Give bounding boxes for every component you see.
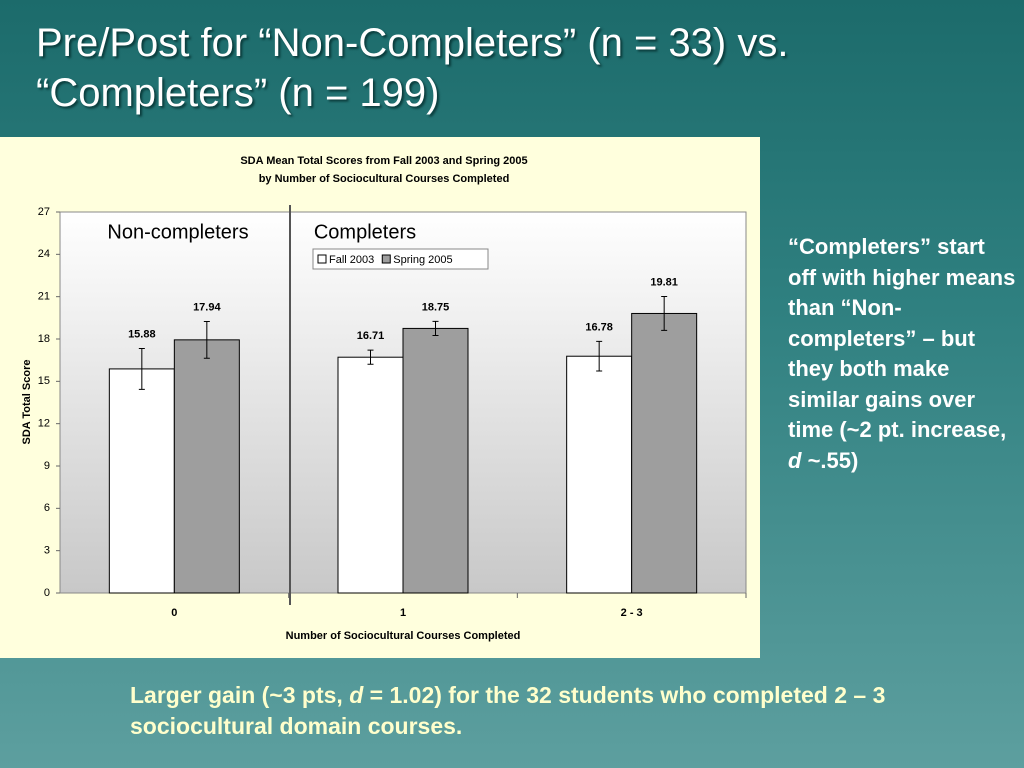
y-tick-label: 9 (44, 460, 50, 472)
error-bar (596, 340, 603, 372)
text: “Completers” start off with higher means… (788, 234, 1016, 442)
text: = 1.02) for the 32 students who complete… (130, 682, 886, 739)
chart-title: SDA Mean Total Scores from Fall 2003 and… (240, 155, 527, 167)
y-tick-label: 18 (38, 333, 50, 345)
chart: SDA Mean Total Scores from Fall 2003 and… (0, 137, 760, 658)
value-label: 19.81 (650, 276, 678, 288)
x-tick-label: 1 (400, 607, 406, 619)
bar (402, 327, 469, 594)
y-tick-label: 6 (44, 502, 50, 514)
bottom-text: Larger gain (~3 pts, d = 1.02) for the 3… (130, 680, 990, 742)
y-tick-label: 24 (38, 248, 50, 260)
error-bar (432, 320, 439, 336)
side-text: “Completers” start off with higher means… (788, 232, 1018, 476)
error-bar (138, 347, 145, 390)
chart-title: by Number of Sociocultural Courses Compl… (259, 173, 510, 185)
slide-title: Pre/Post for “Non-Completers” (n = 33) v… (36, 21, 789, 115)
y-tick-label: 21 (38, 291, 50, 303)
value-label: 15.88 (128, 328, 156, 340)
bar (631, 312, 698, 594)
legend-label: Spring 2005 (393, 254, 452, 266)
x-tick-label: 2 - 3 (621, 607, 643, 619)
value-label: 18.75 (422, 301, 450, 313)
y-tick-label: 27 (38, 206, 50, 218)
text: d (788, 447, 802, 473)
y-tick-label: 12 (38, 418, 50, 430)
bar (566, 355, 633, 594)
annotation: Completers (314, 221, 416, 243)
error-bar (203, 321, 210, 359)
error-bar (367, 349, 374, 365)
legend-swatch (317, 254, 327, 264)
annotation: Non-completers (107, 221, 248, 243)
text: Larger gain (~3 pts, (130, 682, 350, 708)
text: ~.55) (801, 447, 859, 473)
y-tick-label: 15 (38, 375, 50, 387)
legend-label: Fall 2003 (329, 254, 374, 266)
text: d (349, 682, 364, 708)
bar (108, 368, 175, 594)
y-tick-label: 3 (44, 545, 50, 557)
value-label: 17.94 (193, 301, 221, 313)
legend-swatch (381, 254, 391, 264)
bar (337, 356, 404, 594)
y-tick-label: 0 (44, 587, 50, 599)
bar (173, 339, 240, 594)
value-label: 16.78 (585, 321, 613, 333)
x-tick-label: 0 (171, 607, 177, 619)
y-axis-title: SDA Total Score (21, 360, 33, 445)
legend-box (312, 248, 489, 270)
value-label: 16.71 (357, 330, 385, 342)
error-bar (661, 296, 668, 331)
x-axis-title: Number of Sociocultural Courses Complete… (286, 630, 521, 642)
